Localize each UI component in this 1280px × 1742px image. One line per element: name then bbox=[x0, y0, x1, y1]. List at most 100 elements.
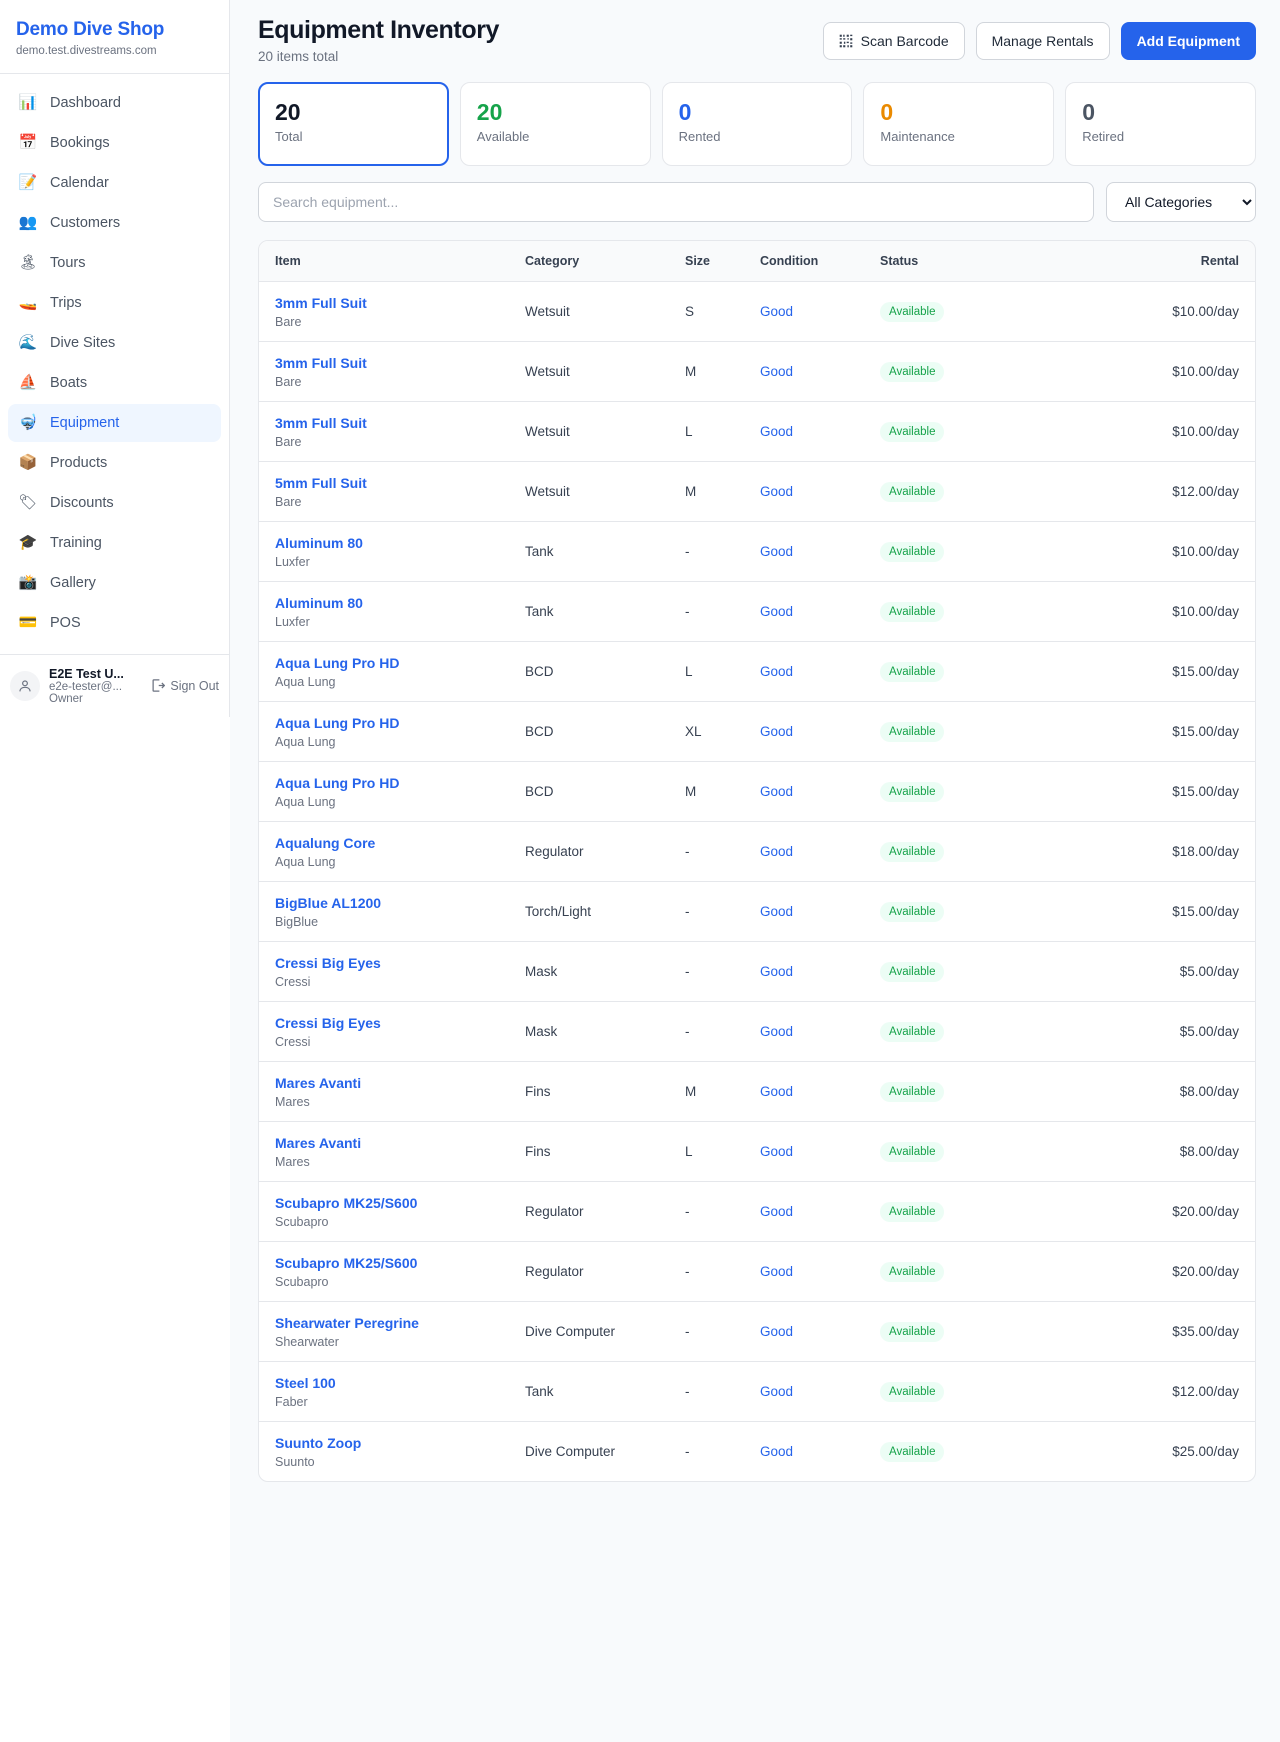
sidebar-item-products[interactable]: 📦 Products bbox=[8, 444, 221, 482]
item-link[interactable]: BigBlue AL1200 bbox=[275, 895, 382, 911]
table-row[interactable]: Cressi Big Eyes Cressi Mask - Good Available $… bbox=[259, 941, 1255, 1002]
cell-size: - bbox=[669, 521, 744, 582]
sidebar-item-calendar[interactable]: 📝 Calendar bbox=[8, 164, 221, 202]
stat-card-maintenance[interactable]: 0 Maintenance bbox=[863, 82, 1055, 166]
table-row[interactable]: Cressi Big Eyes Cressi Mask - Good Available $… bbox=[259, 1001, 1255, 1062]
table-row[interactable]: Mares Avanti Mares Fins M Good Available $8.00… bbox=[259, 1061, 1255, 1122]
sidebar-item-equipment[interactable]: 🤿 Equipment bbox=[8, 403, 221, 442]
column-header-item[interactable]: Item bbox=[259, 241, 509, 282]
table-row[interactable]: Steel 100 Faber Tank - Good Available $12.00/d… bbox=[259, 1361, 1255, 1422]
condition-link[interactable]: Good bbox=[760, 1384, 794, 1399]
table-row[interactable]: 5mm Full Suit Bare Wetsuit M Good Available $1… bbox=[259, 461, 1255, 522]
table-row[interactable]: Aqua Lung Pro HD Aqua Lung BCD L Good Availab… bbox=[259, 641, 1255, 702]
table-row[interactable]: 3mm Full Suit Bare Wetsuit M Good Available $1… bbox=[259, 341, 1255, 402]
column-header-condition[interactable]: Condition bbox=[744, 241, 864, 282]
cell-condition: Good bbox=[744, 1061, 864, 1122]
table-row[interactable]: BigBlue AL1200 BigBlue Torch/Light - Good Ava… bbox=[259, 881, 1255, 942]
stat-card-rented[interactable]: 0 Rented bbox=[661, 82, 853, 166]
item-brand: Mares bbox=[275, 1155, 310, 1169]
item-link[interactable]: Shearwater Peregrine bbox=[275, 1315, 419, 1331]
sidebar-item-bookings[interactable]: 📅 Bookings bbox=[8, 124, 221, 162]
table-row[interactable]: Suunto Zoop Suunto Dive Computer - Good Avail… bbox=[259, 1422, 1255, 1482]
item-link[interactable]: Aqua Lung Pro HD bbox=[275, 775, 400, 791]
column-header-status[interactable]: Status bbox=[864, 241, 1009, 282]
sidebar-item-pos[interactable]: 💳 POS bbox=[8, 604, 221, 642]
condition-link[interactable]: Good bbox=[760, 964, 794, 979]
condition-link[interactable]: Good bbox=[760, 544, 794, 559]
cell-category: Regulator bbox=[509, 1181, 669, 1242]
item-link[interactable]: Scubapro MK25/S600 bbox=[275, 1195, 418, 1211]
condition-link[interactable]: Good bbox=[760, 1204, 794, 1219]
sidebar-item-training[interactable]: 🎓 Training bbox=[8, 524, 221, 562]
condition-link[interactable]: Good bbox=[760, 1444, 794, 1459]
manage-rentals-button[interactable]: Manage Rentals bbox=[975, 22, 1110, 60]
search-input[interactable] bbox=[258, 182, 1094, 222]
sidebar-item-customers[interactable]: 👥 Customers bbox=[8, 204, 221, 242]
sidebar-item-tours[interactable]: 🏝 Tours bbox=[8, 244, 221, 282]
table-row[interactable]: Shearwater Peregrine Shearwater Dive Compu… bbox=[259, 1301, 1255, 1362]
condition-link[interactable]: Good bbox=[760, 784, 794, 799]
condition-link[interactable]: Good bbox=[760, 1084, 794, 1099]
sidebar-item-trips[interactable]: 🚤 Trips bbox=[8, 284, 221, 322]
condition-link[interactable]: Good bbox=[760, 844, 794, 859]
table-row[interactable]: Aluminum 80 Luxfer Tank - Good Available $10.0… bbox=[259, 581, 1255, 642]
item-link[interactable]: 3mm Full Suit bbox=[275, 415, 367, 431]
scan-barcode-button[interactable]: Scan Barcode bbox=[822, 22, 965, 60]
sidebar-item-boats[interactable]: ⛵ Boats bbox=[8, 364, 221, 402]
table-row[interactable]: Aqualung Core Aqua Lung Regulator - Good Avai… bbox=[259, 821, 1255, 882]
brand-block[interactable]: Demo Dive Shop demo.test.divestreams.com bbox=[0, 0, 229, 74]
item-link[interactable]: Steel 100 bbox=[275, 1375, 336, 1391]
condition-link[interactable]: Good bbox=[760, 604, 794, 619]
condition-link[interactable]: Good bbox=[760, 724, 794, 739]
condition-link[interactable]: Good bbox=[760, 1324, 794, 1339]
table-row[interactable]: 3mm Full Suit Bare Wetsuit S Good Available $1… bbox=[259, 281, 1255, 342]
condition-link[interactable]: Good bbox=[760, 1264, 794, 1279]
table-row[interactable]: Aluminum 80 Luxfer Tank - Good Available $10.0… bbox=[259, 521, 1255, 582]
sidebar-item-discounts[interactable]: 🏷 Discounts bbox=[8, 484, 221, 522]
sidebar-item-dive-sites[interactable]: 🌊 Dive Sites bbox=[8, 324, 221, 362]
condition-link[interactable]: Good bbox=[760, 484, 794, 499]
column-header-category[interactable]: Category bbox=[509, 241, 669, 282]
item-link[interactable]: 3mm Full Suit bbox=[275, 295, 367, 311]
category-select[interactable]: All Categories bbox=[1106, 182, 1256, 222]
item-link[interactable]: Mares Avanti bbox=[275, 1075, 362, 1091]
item-link[interactable]: Mares Avanti bbox=[275, 1135, 362, 1151]
condition-link[interactable]: Good bbox=[760, 364, 794, 379]
add-equipment-button[interactable]: Add Equipment bbox=[1120, 22, 1256, 60]
item-link[interactable]: 3mm Full Suit bbox=[275, 355, 367, 371]
sidebar-item-dashboard[interactable]: 📊 Dashboard bbox=[8, 84, 221, 122]
table-row[interactable]: Aqua Lung Pro HD Aqua Lung BCD XL Good Availa… bbox=[259, 701, 1255, 762]
pos-icon: 💳 bbox=[18, 613, 38, 631]
condition-link[interactable]: Good bbox=[760, 1024, 794, 1039]
stat-card-total[interactable]: 20 Total bbox=[258, 82, 449, 166]
cell-size: M bbox=[669, 1061, 744, 1122]
condition-link[interactable]: Good bbox=[760, 904, 794, 919]
column-header-size[interactable]: Size bbox=[669, 241, 744, 282]
item-link[interactable]: Aluminum 80 bbox=[275, 595, 363, 611]
equipment-table: Item Category Size Condition Status Rent… bbox=[259, 241, 1255, 1481]
stat-card-retired[interactable]: 0 Retired bbox=[1065, 82, 1256, 166]
table-row[interactable]: Aqua Lung Pro HD Aqua Lung BCD M Good Availab… bbox=[259, 761, 1255, 822]
item-link[interactable]: Aqua Lung Pro HD bbox=[275, 715, 400, 731]
condition-link[interactable]: Good bbox=[760, 304, 794, 319]
condition-link[interactable]: Good bbox=[760, 424, 794, 439]
item-link[interactable]: Suunto Zoop bbox=[275, 1435, 362, 1451]
item-link[interactable]: 5mm Full Suit bbox=[275, 475, 367, 491]
sidebar-item-gallery[interactable]: 📸 Gallery bbox=[8, 564, 221, 602]
column-header-rental[interactable]: Rental bbox=[1009, 241, 1255, 282]
table-row[interactable]: Scubapro MK25/S600 Scubapro Regulator - Good… bbox=[259, 1181, 1255, 1242]
item-link[interactable]: Scubapro MK25/S600 bbox=[275, 1255, 418, 1271]
condition-link[interactable]: Good bbox=[760, 664, 794, 679]
table-row[interactable]: Mares Avanti Mares Fins L Good Available $8.00… bbox=[259, 1121, 1255, 1182]
item-link[interactable]: Aqua Lung Pro HD bbox=[275, 655, 400, 671]
item-link[interactable]: Cressi Big Eyes bbox=[275, 1015, 381, 1031]
status-badge: Available bbox=[880, 1021, 945, 1042]
condition-link[interactable]: Good bbox=[760, 1144, 794, 1159]
item-link[interactable]: Aqualung Core bbox=[275, 835, 376, 851]
item-link[interactable]: Cressi Big Eyes bbox=[275, 955, 381, 971]
sign-out-button[interactable]: Sign Out bbox=[150, 678, 219, 693]
item-link[interactable]: Aluminum 80 bbox=[275, 535, 363, 551]
stat-card-available[interactable]: 20 Available bbox=[459, 82, 651, 166]
table-row[interactable]: 3mm Full Suit Bare Wetsuit L Good Available $1… bbox=[259, 401, 1255, 462]
table-row[interactable]: Scubapro MK25/S600 Scubapro Regulator - Good… bbox=[259, 1241, 1255, 1302]
